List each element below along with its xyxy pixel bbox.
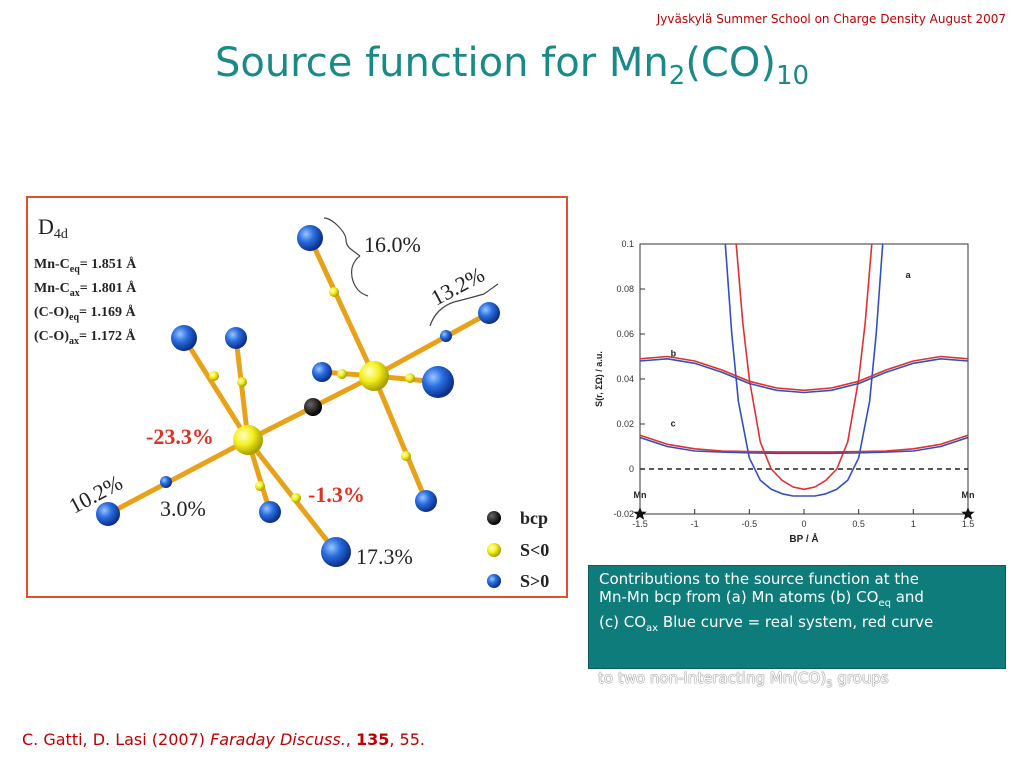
mn-atom-left bbox=[233, 425, 263, 455]
bond-table: Mn-Ceq= 1.851 Å Mn-Cax= 1.801 Å (C-O)eq=… bbox=[34, 256, 137, 347]
carbon-atom bbox=[160, 476, 172, 488]
legend-label-spos: S>0 bbox=[520, 571, 549, 591]
x-tick-label: 1 bbox=[911, 519, 916, 529]
bond-row: Mn-Cax= 1.801 Å bbox=[34, 280, 137, 299]
y-tick-label: 0.1 bbox=[621, 239, 634, 249]
atom-label-mn: Mn bbox=[962, 490, 975, 500]
series-line-b bbox=[640, 358, 968, 394]
oxygen-atom bbox=[415, 490, 437, 512]
title-sub2: 10 bbox=[775, 61, 810, 91]
mn-mn-bcp bbox=[304, 398, 322, 416]
conference-header: Jyväskylä Summer School on Charge Densit… bbox=[656, 12, 1006, 26]
carbon-atom bbox=[440, 330, 452, 342]
x-tick-label: -1.5 bbox=[632, 519, 648, 529]
legend-swatch-spos bbox=[487, 574, 501, 588]
source-function-chart: -0.02 0 0.02 0.04 0.06 0.08 0.1 -1.5 -1 -0.5 0 0.5 1… bbox=[588, 232, 998, 557]
series-line-b bbox=[640, 355, 968, 392]
bcp-point bbox=[291, 493, 301, 503]
y-tick-label: 0 bbox=[629, 464, 634, 474]
symmetry-label: D4d bbox=[38, 214, 68, 242]
oxygen-atom bbox=[321, 537, 351, 567]
percent-bottom-right: 17.3% bbox=[356, 544, 413, 569]
bond-row: (C-O)eq= 1.169 Å bbox=[34, 304, 136, 323]
caption-line-1: Contributions to the source function at … bbox=[599, 570, 920, 588]
chart-svg: -0.02 0 0.02 0.04 0.06 0.08 0.1 -1.5 -1 -0.5 0 0.5 1… bbox=[594, 239, 975, 545]
legend-swatch-bcp bbox=[487, 511, 501, 525]
x-tick-label: 0.5 bbox=[852, 519, 865, 529]
molecule-figure: D4d Mn-Ceq= 1.851 Å Mn-Cax= 1.801 Å (C-O… bbox=[26, 196, 568, 598]
molecule-svg: D4d Mn-Ceq= 1.851 Å Mn-Cax= 1.801 Å (C-O… bbox=[34, 214, 549, 591]
bracket-top bbox=[323, 217, 369, 297]
mn-atom-right bbox=[359, 361, 389, 391]
oxygen-atom bbox=[478, 302, 500, 324]
series-line-a bbox=[735, 244, 873, 491]
oxygen-atom bbox=[259, 501, 281, 523]
bcp-point bbox=[237, 377, 247, 387]
series-line-a bbox=[724, 244, 884, 497]
x-tick-label: 1.5 bbox=[962, 519, 975, 529]
bond-row: Mn-Ceq= 1.851 Å bbox=[34, 256, 137, 275]
legend-label-sneg: S<0 bbox=[520, 540, 549, 560]
y-tick-label: 0.02 bbox=[616, 419, 634, 429]
plot-frame bbox=[639, 243, 969, 515]
citation-volume: 135 bbox=[355, 730, 390, 749]
percent-mn-right: -1.3% bbox=[308, 482, 365, 507]
y-tick-label: 0.04 bbox=[616, 374, 634, 384]
chart-axes: -0.02 0 0.02 0.04 0.06 0.08 0.1 -1.5 -1 -0.5 0 0.5 1… bbox=[594, 239, 974, 545]
oxygen-atom bbox=[297, 225, 323, 251]
series-line-c bbox=[640, 436, 968, 455]
atom-label-mn: Mn bbox=[634, 490, 647, 500]
x-tick-label: -1 bbox=[691, 519, 699, 529]
bond-row: (C-O)ax= 1.172 Å bbox=[34, 328, 136, 347]
bcp-point bbox=[209, 371, 219, 381]
slide-title: Source function for Mn2(CO)10 bbox=[0, 40, 1024, 91]
curve-label-c: c bbox=[671, 418, 676, 428]
percent-labels-mn: -23.3% -1.3% bbox=[146, 424, 365, 507]
bcp-point bbox=[255, 481, 265, 491]
y-tick-label: 0.08 bbox=[616, 284, 634, 294]
percent-bottom-mid: 3.0% bbox=[160, 496, 206, 521]
percent-mn-left: -23.3% bbox=[146, 424, 214, 449]
y-axis-label: S(r, ΣΩ) / a.u. bbox=[594, 351, 604, 407]
bracket-top-right bbox=[429, 283, 499, 327]
bcp-point bbox=[405, 373, 415, 383]
citation-journal: Faraday Discuss. bbox=[210, 730, 346, 749]
bcp-point bbox=[337, 369, 347, 379]
bcp-point bbox=[329, 287, 339, 297]
title-mid: (CO) bbox=[685, 40, 776, 86]
mn-star-marker bbox=[961, 507, 975, 520]
x-tick-label: 0 bbox=[801, 519, 806, 529]
percent-top-right: 13.2% bbox=[427, 262, 489, 311]
chart-annotations: a b c Mn Mn bbox=[633, 270, 975, 520]
oxygen-atom bbox=[96, 502, 120, 526]
x-tick-label: -0.5 bbox=[742, 519, 758, 529]
oxygen-atom bbox=[225, 327, 247, 349]
caption-overflow: to two non-interacting Mn(CO)5 groups bbox=[598, 669, 889, 690]
percent-top: 16.0% bbox=[364, 232, 421, 257]
title-sub1: 2 bbox=[668, 61, 686, 91]
citation-authors: C. Gatti, D. Lasi (2007) bbox=[22, 730, 211, 749]
series-line-c bbox=[640, 434, 968, 453]
curve-label-a: a bbox=[906, 270, 912, 280]
oxygen-atom bbox=[171, 325, 197, 351]
bcp-point bbox=[401, 451, 411, 461]
mn-star-marker bbox=[633, 507, 647, 520]
chart-series bbox=[640, 244, 968, 497]
oxygen-atom bbox=[422, 366, 454, 398]
y-tick-label: 0.06 bbox=[616, 329, 634, 339]
caption-line-2: Mn-Mn bcp from (a) Mn atoms (b) COeq and bbox=[599, 588, 924, 609]
y-tick-label: -0.02 bbox=[613, 509, 634, 519]
legend-label-bcp: bcp bbox=[520, 508, 548, 528]
curve-label-b: b bbox=[671, 349, 677, 359]
structure-legend: bcp S<0 S>0 bbox=[487, 508, 549, 591]
title-main: Source function for Mn bbox=[214, 40, 669, 86]
x-axis-label: BP / Å bbox=[789, 532, 818, 545]
citation-pages: , 55. bbox=[389, 730, 425, 749]
legend-swatch-sneg bbox=[487, 543, 501, 557]
citation: C. Gatti, D. Lasi (2007) Faraday Discuss… bbox=[22, 730, 425, 749]
oxygen-atom bbox=[312, 362, 332, 382]
caption-line-3: (c) COax Blue curve = real system, red c… bbox=[599, 613, 934, 634]
caption-box: Contributions to the source function at … bbox=[588, 565, 1006, 669]
